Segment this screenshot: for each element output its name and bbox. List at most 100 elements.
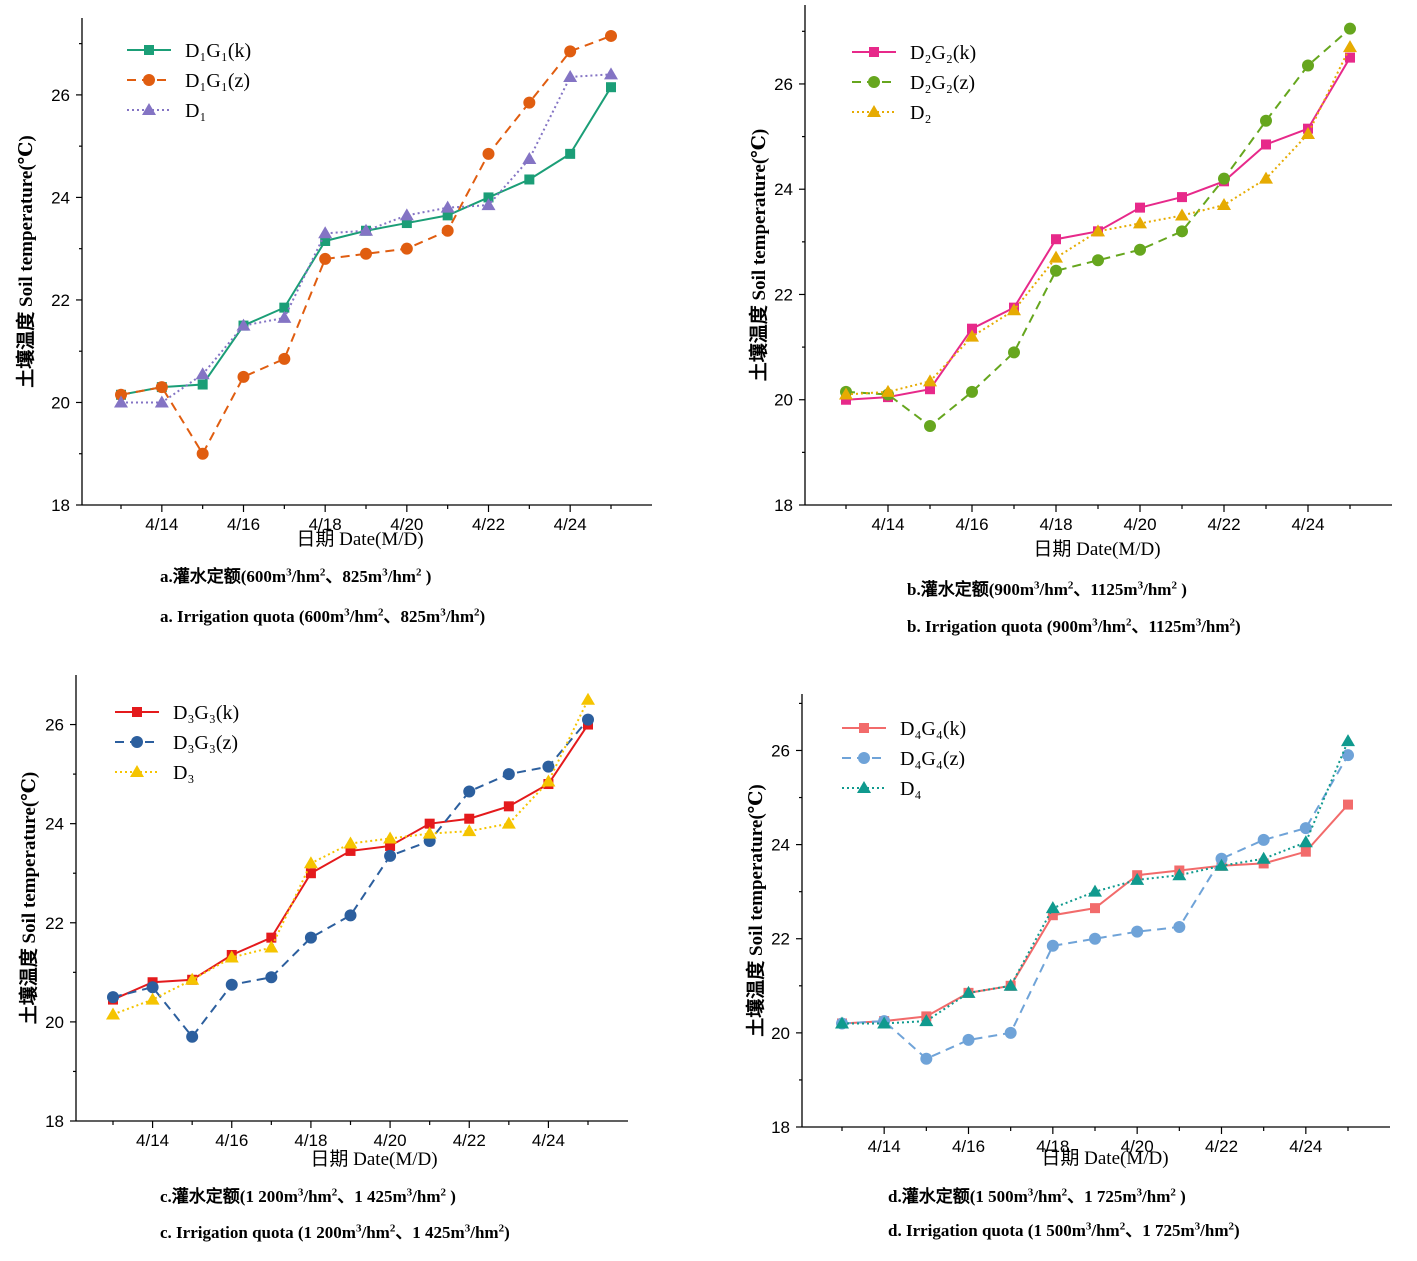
x-tick-label: 4/24 — [1291, 515, 1324, 534]
legend-label: D₃G₃(z) — [173, 732, 238, 754]
data-point — [1133, 216, 1147, 229]
data-point — [320, 235, 331, 246]
series-3 — [835, 734, 1355, 1029]
data-point — [524, 174, 535, 185]
y-tick-label: 26 — [51, 86, 70, 105]
data-point — [1088, 884, 1102, 897]
series-2 — [115, 29, 617, 460]
data-point — [1049, 250, 1063, 263]
data-point — [1302, 59, 1314, 72]
data-point — [523, 96, 536, 109]
y-tick-label: 20 — [771, 1024, 790, 1043]
data-point — [442, 210, 453, 221]
caption-a-cn: a.灌水定额(600m3/hm2、825m3/hm2 ) — [160, 566, 432, 586]
data-point — [343, 836, 358, 849]
data-point — [464, 813, 475, 824]
caption-d-cn: d.灌水定额(1 500m3/hm2、1 725m3/hm2 ) — [888, 1186, 1186, 1206]
data-point — [1008, 346, 1020, 359]
data-point — [384, 849, 397, 862]
data-point — [304, 931, 317, 944]
x-tick-label: 4/14 — [871, 515, 904, 534]
data-point — [919, 1014, 934, 1027]
data-point — [1175, 208, 1189, 221]
data-point — [923, 374, 937, 387]
caption-c-en: c. Irrigation quota (1 200m3/hm2、1 425m3… — [160, 1222, 510, 1242]
data-point — [522, 151, 537, 164]
legend-marker — [142, 103, 156, 115]
chart-panel-c: 18 20 22 24 26 4/14 4/16 4/18 4/20 4/22 4/24 日期 Dat… — [0, 660, 700, 1260]
data-point — [924, 420, 936, 433]
data-point — [277, 310, 292, 323]
y-tick-label: 20 — [774, 391, 793, 410]
chart-panel-a: 18 20 22 24 26 4/14 4/16 4/18 4/20 4/22 4/24 日期 Dat… — [0, 0, 700, 640]
series-line — [120, 35, 612, 456]
data-point — [605, 29, 617, 42]
data-point — [146, 981, 159, 994]
x-tick-label: 4/16 — [952, 1137, 985, 1156]
data-point — [319, 252, 332, 265]
data-point — [385, 840, 396, 851]
data-point — [1004, 1026, 1017, 1039]
data-point — [114, 395, 128, 408]
series-2 — [107, 713, 594, 1043]
data-point — [1135, 202, 1145, 213]
series-3 — [114, 67, 618, 408]
data-point — [920, 1052, 933, 1065]
x-tick-label: 4/20 — [390, 515, 423, 534]
x-tick-label: 4/16 — [227, 515, 260, 534]
data-point — [463, 785, 476, 798]
data-point — [401, 218, 412, 229]
data-point — [359, 223, 373, 236]
x-tick-label: 4/22 — [472, 515, 505, 534]
y-tick-label: 24 — [771, 836, 790, 855]
data-point — [839, 387, 853, 400]
x-tick-label: 4/22 — [1205, 1137, 1238, 1156]
data-point — [501, 816, 516, 829]
x-tick-label: 4/14 — [868, 1137, 901, 1156]
y-tick-label: 22 — [774, 285, 793, 304]
data-point — [481, 198, 496, 211]
legend-marker — [859, 723, 869, 733]
caption-b-cn: b.灌水定额(900m3/hm2、1125m3/hm2 ) — [907, 579, 1187, 599]
chart-b-svg: 18 20 22 24 26 4/14 4/16 4/18 4/20 4/22 4/24 日期 Dat… — [747, 5, 1392, 560]
legend-label: D₄G₄(k) — [900, 718, 966, 740]
data-point — [1260, 114, 1272, 127]
legend-marker — [132, 707, 142, 717]
x-tick-label: 4/24 — [532, 1131, 565, 1150]
data-point — [237, 370, 250, 383]
data-point — [966, 385, 978, 398]
legend-label: D₃ — [173, 762, 194, 784]
data-point — [582, 713, 594, 726]
x-tick-label: 4/18 — [294, 1131, 327, 1150]
y-tick-label: 24 — [45, 815, 64, 834]
data-point — [115, 388, 127, 401]
data-point — [542, 760, 555, 773]
data-point — [1045, 901, 1060, 914]
data-point — [1091, 224, 1105, 237]
legend-marker — [858, 752, 870, 764]
data-point — [106, 1007, 120, 1020]
legend-label: D₂ — [910, 102, 931, 124]
data-point — [841, 394, 851, 405]
legend-label: D₄ — [900, 778, 921, 800]
data-point — [1051, 234, 1061, 245]
data-point — [1344, 22, 1356, 35]
y-tick-label: 18 — [771, 1118, 790, 1137]
data-point — [345, 845, 356, 856]
data-point — [1301, 126, 1315, 139]
x-tick-label: 4/20 — [1123, 515, 1156, 534]
data-point — [1089, 932, 1101, 945]
y-axis-title: 土壤温度 Soil temperature(℃) — [14, 135, 37, 387]
y-tick-label: 22 — [45, 914, 64, 933]
legend-label: D₂G₂(k) — [910, 42, 976, 64]
data-point — [440, 200, 455, 213]
data-point — [1131, 925, 1144, 938]
legend-marker — [869, 47, 879, 57]
y-tick-label: 24 — [51, 188, 70, 207]
y-tick-label: 20 — [51, 393, 70, 412]
data-point — [881, 384, 895, 397]
data-point — [195, 367, 210, 380]
data-point — [383, 831, 398, 844]
y-tick-label: 26 — [774, 75, 793, 94]
legend-marker — [143, 74, 155, 86]
